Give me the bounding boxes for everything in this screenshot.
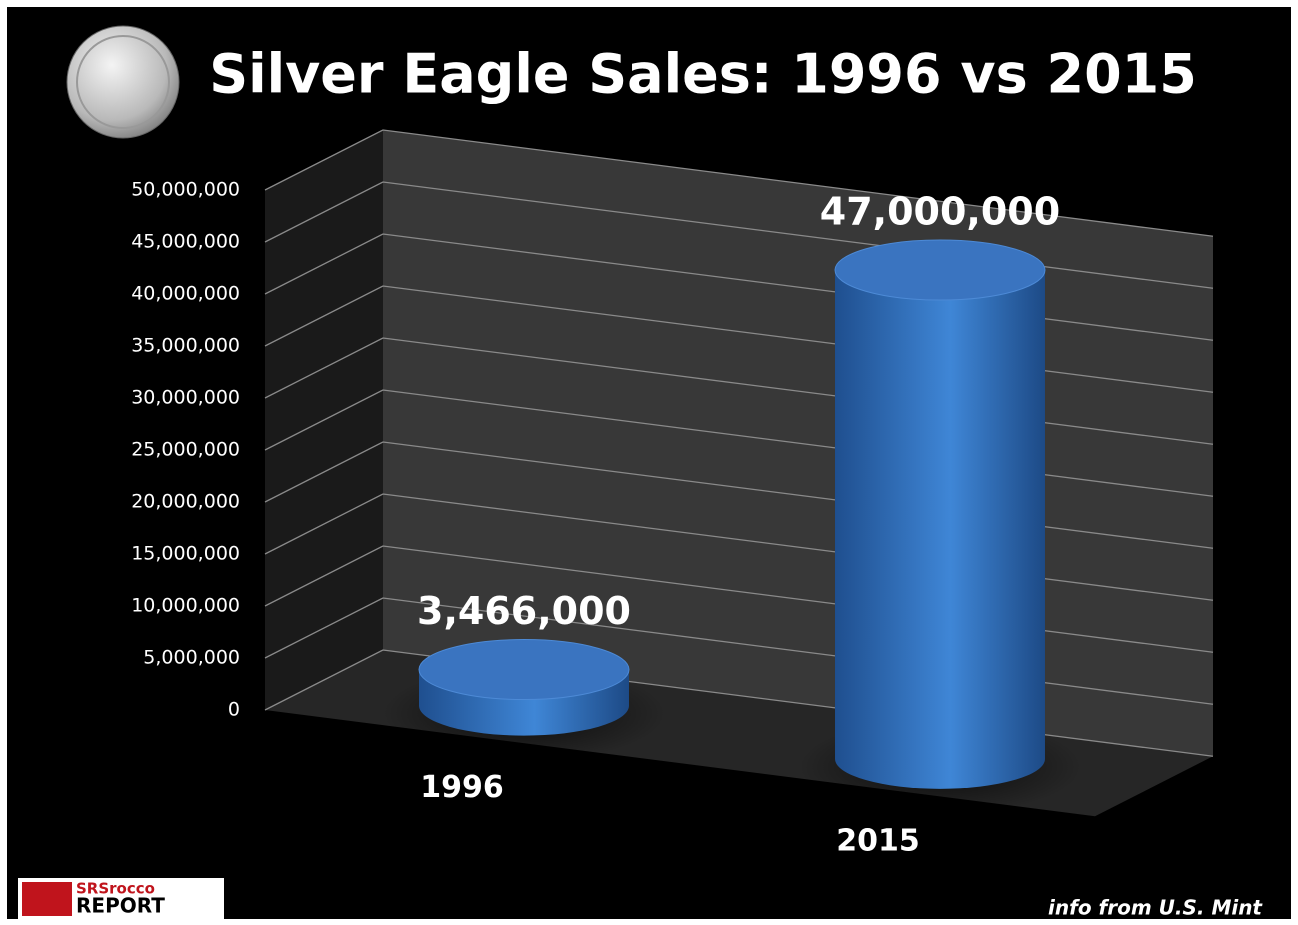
- logo-text: SRSrocco: [76, 880, 155, 898]
- y-tick-label: 5,000,000: [143, 647, 240, 669]
- x-tick-label: 1996: [420, 770, 504, 805]
- y-tick-label: 20,000,000: [131, 491, 240, 513]
- bar-body: [835, 270, 1045, 789]
- y-tick-label: 25,000,000: [131, 439, 240, 461]
- source-note: info from U.S. Mint: [1048, 896, 1263, 920]
- bar: [418, 639, 630, 736]
- bar-top: [834, 239, 1046, 301]
- y-tick-label: 40,000,000: [131, 283, 240, 305]
- y-tick-label: 45,000,000: [131, 231, 240, 253]
- bar: [834, 239, 1046, 789]
- grid-line: [264, 129, 1214, 237]
- y-tick-label: 15,000,000: [131, 543, 240, 565]
- logo-emblem: [22, 882, 72, 916]
- logo: SRSrocco REPORT: [18, 878, 224, 920]
- y-tick-label: 10,000,000: [131, 595, 240, 617]
- value-label: 3,466,000: [417, 589, 631, 633]
- x-tick-label: 2015: [836, 823, 920, 858]
- chart-title: Silver Eagle Sales: 1996 vs 2015: [209, 43, 1197, 106]
- bar-top: [418, 639, 630, 701]
- value-label: 47,000,000: [820, 190, 1060, 234]
- y-tick-label: 30,000,000: [131, 387, 240, 409]
- y-tick-label: 0: [228, 699, 240, 721]
- y-tick-label: 50,000,000: [131, 179, 240, 201]
- coin-rim: [76, 35, 170, 129]
- logo-text: REPORT: [76, 894, 165, 918]
- y-tick-label: 35,000,000: [131, 335, 240, 357]
- coin-icon: [66, 25, 180, 139]
